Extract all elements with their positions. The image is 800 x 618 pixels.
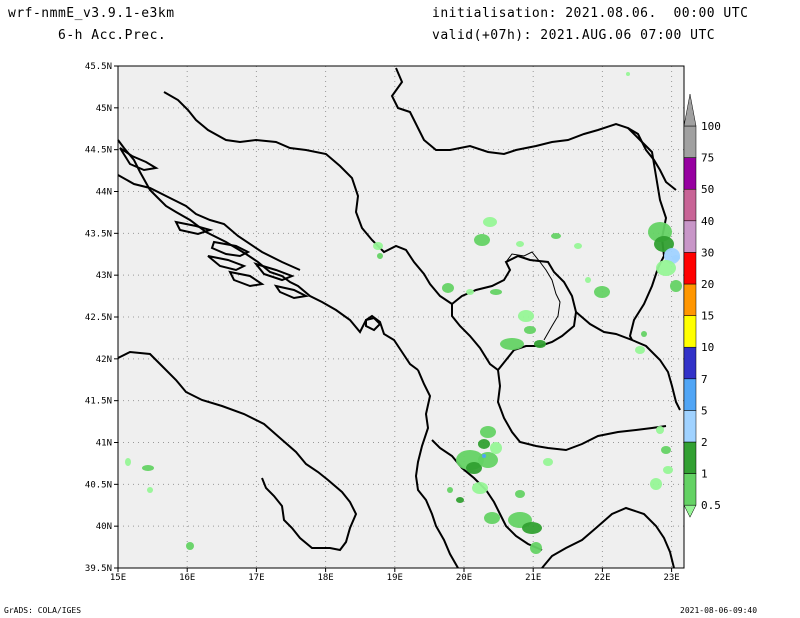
- lat-tick-label: 41N: [96, 439, 112, 449]
- legend-swatch: [683, 315, 697, 348]
- legend-label: 15: [701, 310, 714, 323]
- valid-time: valid(+07h): 2021.AUG.06 07:00 UTC: [432, 28, 716, 43]
- border-macedonia: [496, 369, 667, 452]
- lat-tick-label: 39.5N: [85, 564, 112, 574]
- axes: 45.5N 45N 44.5N 44N 43.5N 43N 42.5N 42N 41.5N 41N…: [85, 62, 680, 583]
- color-legend: 0.5 1 2 5 7 10 15 20 30 40 50 75 100: [683, 93, 721, 518]
- lat-tick-label: 45.5N: [85, 62, 112, 72]
- lon-tick-label: 19E: [387, 573, 403, 583]
- coastline-albania: [414, 369, 459, 569]
- lon-tick-label: 16E: [179, 573, 195, 583]
- coastline-adriatic: [117, 350, 358, 552]
- legend-swatch: [683, 441, 697, 474]
- legend-swatch: [683, 283, 697, 316]
- legend-label: 40: [701, 215, 714, 228]
- legend-lower-triangle: [683, 504, 697, 518]
- lat-tick-label: 44N: [96, 188, 112, 198]
- legend-label: 20: [701, 278, 714, 291]
- legend-upper-triangle: [683, 93, 697, 127]
- legend-label: 100: [701, 120, 721, 133]
- border-bulgaria: [575, 311, 681, 411]
- legend-label: 5: [701, 404, 708, 417]
- legend-label: 0.5: [701, 499, 721, 512]
- lat-tick-label: 43.5N: [85, 229, 112, 239]
- internal-borders: [505, 251, 561, 341]
- coastline-greece: [541, 506, 675, 569]
- field-title: 6-h Acc.Prec.: [58, 28, 167, 43]
- legend-swatch: [683, 346, 697, 380]
- legend-swatch: [683, 188, 697, 222]
- lat-tick-label: 40N: [96, 522, 112, 532]
- lat-tick-label: 44.5N: [85, 146, 112, 156]
- lon-tick-label: 15E: [110, 573, 126, 583]
- legend-swatch: [683, 220, 697, 253]
- legend-label: 30: [701, 246, 714, 259]
- border-croatia-serbia: [163, 91, 453, 305]
- timestamp-text: 2021-08-06-09:40: [680, 606, 758, 615]
- legend-swatch: [683, 125, 697, 158]
- border-albania-greece: [431, 439, 543, 551]
- lon-tick-label: 21E: [525, 573, 541, 583]
- legend-swatch: [683, 252, 697, 285]
- legend-label: 1: [701, 468, 708, 481]
- lon-tick-label: 20E: [456, 573, 472, 583]
- legend-label: 50: [701, 183, 714, 196]
- lon-tick-label: 18E: [317, 573, 333, 583]
- legend-label: 10: [701, 341, 714, 354]
- map-background: [118, 66, 684, 568]
- border-kosovo: [451, 254, 578, 372]
- model-title: wrf-nmmE_v3.9.1-e3km: [8, 6, 175, 21]
- islands: [119, 147, 382, 332]
- lat-tick-label: 45N: [96, 104, 112, 114]
- lon-tick-label: 22E: [594, 573, 610, 583]
- legend-label: 75: [701, 152, 714, 165]
- legend-swatch: [683, 378, 697, 411]
- border-bosnia: [117, 174, 301, 271]
- legend-label: 2: [701, 436, 708, 449]
- credit-text: GrADS: COLA/IGES: [4, 606, 82, 615]
- lat-tick-label: 42.5N: [85, 313, 112, 323]
- lat-tick-label: 41.5N: [85, 397, 112, 407]
- legend-swatch: [683, 157, 697, 190]
- lat-tick-label: 42N: [96, 355, 112, 365]
- lat-tick-label: 40.5N: [85, 480, 112, 490]
- lon-tick-label: 17E: [248, 573, 264, 583]
- legend-swatch: [683, 473, 697, 506]
- border-hungary: [390, 67, 677, 191]
- lon-tick-label: 23E: [663, 573, 679, 583]
- legend-swatch: [683, 410, 697, 443]
- init-time: initialisation: 2021.08.06. 00:00 UTC: [432, 6, 749, 21]
- lat-tick-label: 43N: [96, 271, 112, 281]
- legend-label: 7: [701, 373, 708, 386]
- precipitation-areas: [125, 72, 682, 554]
